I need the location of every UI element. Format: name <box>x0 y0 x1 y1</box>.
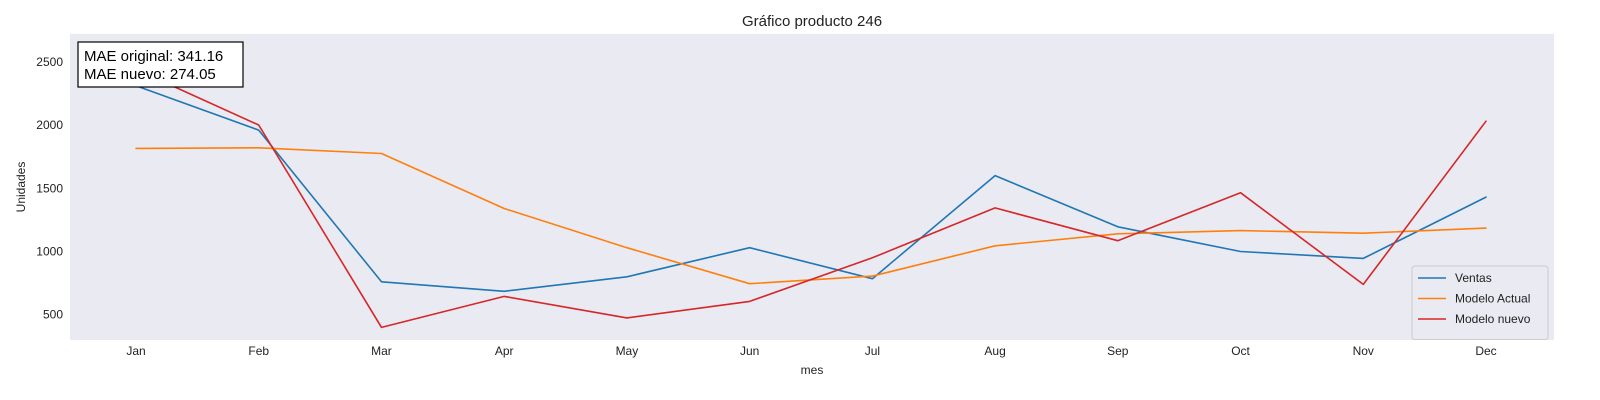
x-tick-label: Oct <box>1231 344 1250 358</box>
legend-label: Ventas <box>1455 271 1492 285</box>
annotation-line-1: MAE original: 341.16 <box>84 48 223 65</box>
y-tick-label: 1500 <box>36 181 63 195</box>
x-tick-label: Apr <box>495 344 514 358</box>
legend-label: Modelo nuevo <box>1455 312 1531 326</box>
x-tick-label: Nov <box>1353 344 1374 358</box>
mae-annotation-box: MAE original: 341.16 MAE nuevo: 274.05 <box>77 41 244 88</box>
chart-title: Gráfico producto 246 <box>742 13 882 30</box>
plot-area <box>70 34 1554 340</box>
annotation-frame <box>77 41 244 88</box>
y-tick-label: 2000 <box>36 118 63 132</box>
legend-label: Modelo Actual <box>1455 292 1530 306</box>
x-tick-label: Feb <box>248 344 269 358</box>
annotation-line-2: MAE nuevo: 274.05 <box>84 66 216 83</box>
x-tick-label: Sep <box>1107 344 1129 358</box>
series-lines <box>135 68 1487 329</box>
y-axis-label: Unidades <box>14 162 28 213</box>
x-tick-label: Mar <box>371 344 392 358</box>
legend: Ventas Modelo Actual Modelo nuevo <box>1411 265 1549 340</box>
legend-frame <box>1411 265 1549 340</box>
series-line-ventas <box>135 85 1487 293</box>
y-tick-labels: 500 1000 1500 2000 2500 <box>36 55 63 322</box>
y-tick-label: 1000 <box>36 244 63 258</box>
x-tick-label: Aug <box>984 344 1005 358</box>
series-line-modelo-nuevo <box>135 68 1487 329</box>
x-axis-label: mes <box>801 363 824 377</box>
y-tick-label: 500 <box>43 308 63 322</box>
y-tick-label: 2500 <box>36 55 63 69</box>
x-tick-label: Jul <box>865 344 880 358</box>
x-tick-label: Jan <box>126 344 145 358</box>
x-tick-label: May <box>616 344 639 358</box>
x-tick-label: Jun <box>740 344 759 358</box>
x-tick-labels: Jan Feb Mar Apr May Jun Jul Aug Sep Oct Nov Dec <box>126 344 1496 358</box>
x-tick-label: Dec <box>1475 344 1496 358</box>
